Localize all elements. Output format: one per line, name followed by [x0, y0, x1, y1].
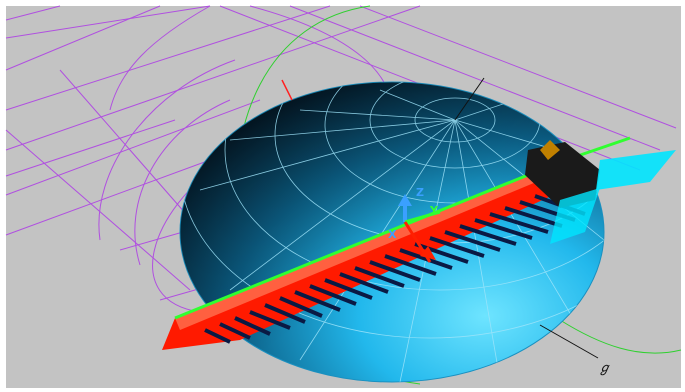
panel-ribs: [204, 194, 586, 344]
axis-z-label: Z: [416, 186, 424, 199]
viewport-border-top: [0, 0, 685, 6]
axis-y-label: Y: [429, 204, 439, 217]
axis-gizmo: Z Y X: [388, 186, 441, 263]
annotation-label: ℊ: [598, 361, 611, 376]
viewport-border-bottom: [0, 388, 685, 392]
pointer-marker: [281, 79, 293, 101]
viewport-border-left: [0, 0, 6, 392]
annotation-leader: ℊ: [539, 324, 611, 376]
viewport-border-right: [681, 0, 685, 392]
axis-x-label: X: [388, 228, 397, 241]
solar-array[interactable]: [162, 136, 631, 350]
satellite-body[interactable]: [525, 140, 676, 244]
